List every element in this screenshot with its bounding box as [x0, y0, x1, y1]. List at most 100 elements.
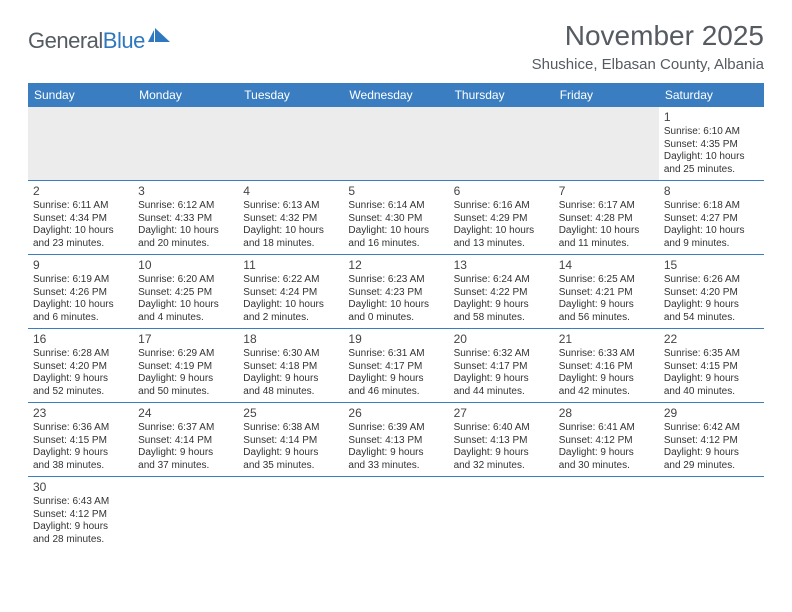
calendar-week: 9Sunrise: 6:19 AMSunset: 4:26 PMDaylight…	[28, 255, 764, 329]
cell-daylight2: and 16 minutes.	[348, 238, 443, 251]
calendar-cell: 6Sunrise: 6:16 AMSunset: 4:29 PMDaylight…	[449, 181, 554, 254]
day-number: 18	[243, 332, 338, 347]
cell-sunset: Sunset: 4:21 PM	[559, 287, 654, 300]
calendar-cell: 25Sunrise: 6:38 AMSunset: 4:14 PMDayligh…	[238, 403, 343, 476]
cell-sunrise: Sunrise: 6:17 AM	[559, 200, 654, 213]
cell-daylight2: and 33 minutes.	[348, 460, 443, 473]
logo-text-general: General	[28, 28, 103, 54]
day-number: 8	[664, 184, 759, 199]
cell-daylight1: Daylight: 10 hours	[664, 151, 759, 164]
calendar-cell: 7Sunrise: 6:17 AMSunset: 4:28 PMDaylight…	[554, 181, 659, 254]
day-number: 13	[454, 258, 549, 273]
cell-daylight2: and 46 minutes.	[348, 386, 443, 399]
cell-daylight2: and 48 minutes.	[243, 386, 338, 399]
cell-daylight1: Daylight: 9 hours	[138, 447, 233, 460]
cell-daylight2: and 58 minutes.	[454, 312, 549, 325]
cell-sunrise: Sunrise: 6:42 AM	[664, 422, 759, 435]
cell-sunrise: Sunrise: 6:33 AM	[559, 348, 654, 361]
day-header-mon: Monday	[133, 83, 238, 107]
calendar-cell: 8Sunrise: 6:18 AMSunset: 4:27 PMDaylight…	[659, 181, 764, 254]
cell-sunrise: Sunrise: 6:30 AM	[243, 348, 338, 361]
calendar-cell-blank	[554, 107, 659, 180]
day-number: 11	[243, 258, 338, 273]
calendar-cell: 11Sunrise: 6:22 AMSunset: 4:24 PMDayligh…	[238, 255, 343, 328]
cell-sunset: Sunset: 4:12 PM	[33, 509, 128, 522]
location-text: Shushice, Elbasan County, Albania	[532, 56, 764, 73]
day-number: 9	[33, 258, 128, 273]
cell-daylight2: and 54 minutes.	[664, 312, 759, 325]
cell-sunset: Sunset: 4:29 PM	[454, 213, 549, 226]
cell-daylight1: Daylight: 10 hours	[664, 225, 759, 238]
day-number: 20	[454, 332, 549, 347]
header-row: General Blue November 2025 Shushice, Elb…	[28, 20, 764, 73]
calendar-week: 23Sunrise: 6:36 AMSunset: 4:15 PMDayligh…	[28, 403, 764, 477]
day-number: 2	[33, 184, 128, 199]
cell-sunset: Sunset: 4:22 PM	[454, 287, 549, 300]
cell-daylight1: Daylight: 10 hours	[33, 225, 128, 238]
calendar-cell: 13Sunrise: 6:24 AMSunset: 4:22 PMDayligh…	[449, 255, 554, 328]
cell-daylight2: and 38 minutes.	[33, 460, 128, 473]
cell-sunrise: Sunrise: 6:41 AM	[559, 422, 654, 435]
cell-daylight2: and 56 minutes.	[559, 312, 654, 325]
cell-sunrise: Sunrise: 6:23 AM	[348, 274, 443, 287]
cell-daylight1: Daylight: 9 hours	[664, 373, 759, 386]
cell-sunrise: Sunrise: 6:19 AM	[33, 274, 128, 287]
day-number: 7	[559, 184, 654, 199]
cell-sunset: Sunset: 4:12 PM	[664, 435, 759, 448]
day-number: 16	[33, 332, 128, 347]
day-number: 21	[559, 332, 654, 347]
cell-sunset: Sunset: 4:18 PM	[243, 361, 338, 374]
day-number: 6	[454, 184, 549, 199]
calendar-cell: 22Sunrise: 6:35 AMSunset: 4:15 PMDayligh…	[659, 329, 764, 402]
cell-sunrise: Sunrise: 6:43 AM	[33, 496, 128, 509]
calendar-cell-blank	[343, 107, 448, 180]
logo: General Blue	[28, 28, 172, 54]
cell-sunset: Sunset: 4:33 PM	[138, 213, 233, 226]
cell-daylight2: and 11 minutes.	[559, 238, 654, 251]
cell-sunset: Sunset: 4:14 PM	[138, 435, 233, 448]
cell-sunrise: Sunrise: 6:31 AM	[348, 348, 443, 361]
cell-sunset: Sunset: 4:24 PM	[243, 287, 338, 300]
calendar-week: 16Sunrise: 6:28 AMSunset: 4:20 PMDayligh…	[28, 329, 764, 403]
cell-sunrise: Sunrise: 6:12 AM	[138, 200, 233, 213]
cell-sunset: Sunset: 4:16 PM	[559, 361, 654, 374]
day-number: 28	[559, 406, 654, 421]
cell-sunset: Sunset: 4:14 PM	[243, 435, 338, 448]
day-number: 29	[664, 406, 759, 421]
cell-daylight1: Daylight: 9 hours	[243, 447, 338, 460]
calendar-cell-blank	[238, 107, 343, 180]
calendar-cell: 9Sunrise: 6:19 AMSunset: 4:26 PMDaylight…	[28, 255, 133, 328]
cell-sunrise: Sunrise: 6:36 AM	[33, 422, 128, 435]
cell-sunset: Sunset: 4:32 PM	[243, 213, 338, 226]
calendar-cell-blank	[238, 477, 343, 550]
calendar-cell: 28Sunrise: 6:41 AMSunset: 4:12 PMDayligh…	[554, 403, 659, 476]
cell-sunrise: Sunrise: 6:39 AM	[348, 422, 443, 435]
day-header-row: Sunday Monday Tuesday Wednesday Thursday…	[28, 83, 764, 107]
cell-sunrise: Sunrise: 6:13 AM	[243, 200, 338, 213]
day-number: 24	[138, 406, 233, 421]
calendar-cell-blank	[133, 477, 238, 550]
day-number: 4	[243, 184, 338, 199]
day-number: 15	[664, 258, 759, 273]
day-header-fri: Friday	[554, 83, 659, 107]
cell-daylight1: Daylight: 9 hours	[454, 299, 549, 312]
cell-daylight2: and 18 minutes.	[243, 238, 338, 251]
cell-daylight2: and 23 minutes.	[33, 238, 128, 251]
cell-sunset: Sunset: 4:13 PM	[454, 435, 549, 448]
cell-sunrise: Sunrise: 6:10 AM	[664, 126, 759, 139]
cell-daylight1: Daylight: 9 hours	[33, 373, 128, 386]
cell-daylight2: and 20 minutes.	[138, 238, 233, 251]
cell-sunset: Sunset: 4:15 PM	[33, 435, 128, 448]
day-header-sun: Sunday	[28, 83, 133, 107]
calendar-cell: 16Sunrise: 6:28 AMSunset: 4:20 PMDayligh…	[28, 329, 133, 402]
cell-sunset: Sunset: 4:20 PM	[33, 361, 128, 374]
cell-sunset: Sunset: 4:20 PM	[664, 287, 759, 300]
cell-daylight2: and 4 minutes.	[138, 312, 233, 325]
cell-daylight2: and 32 minutes.	[454, 460, 549, 473]
calendar-cell: 18Sunrise: 6:30 AMSunset: 4:18 PMDayligh…	[238, 329, 343, 402]
month-title: November 2025	[532, 20, 764, 52]
cell-sunset: Sunset: 4:17 PM	[454, 361, 549, 374]
calendar-cell: 5Sunrise: 6:14 AMSunset: 4:30 PMDaylight…	[343, 181, 448, 254]
day-header-wed: Wednesday	[343, 83, 448, 107]
calendar-cell: 26Sunrise: 6:39 AMSunset: 4:13 PMDayligh…	[343, 403, 448, 476]
